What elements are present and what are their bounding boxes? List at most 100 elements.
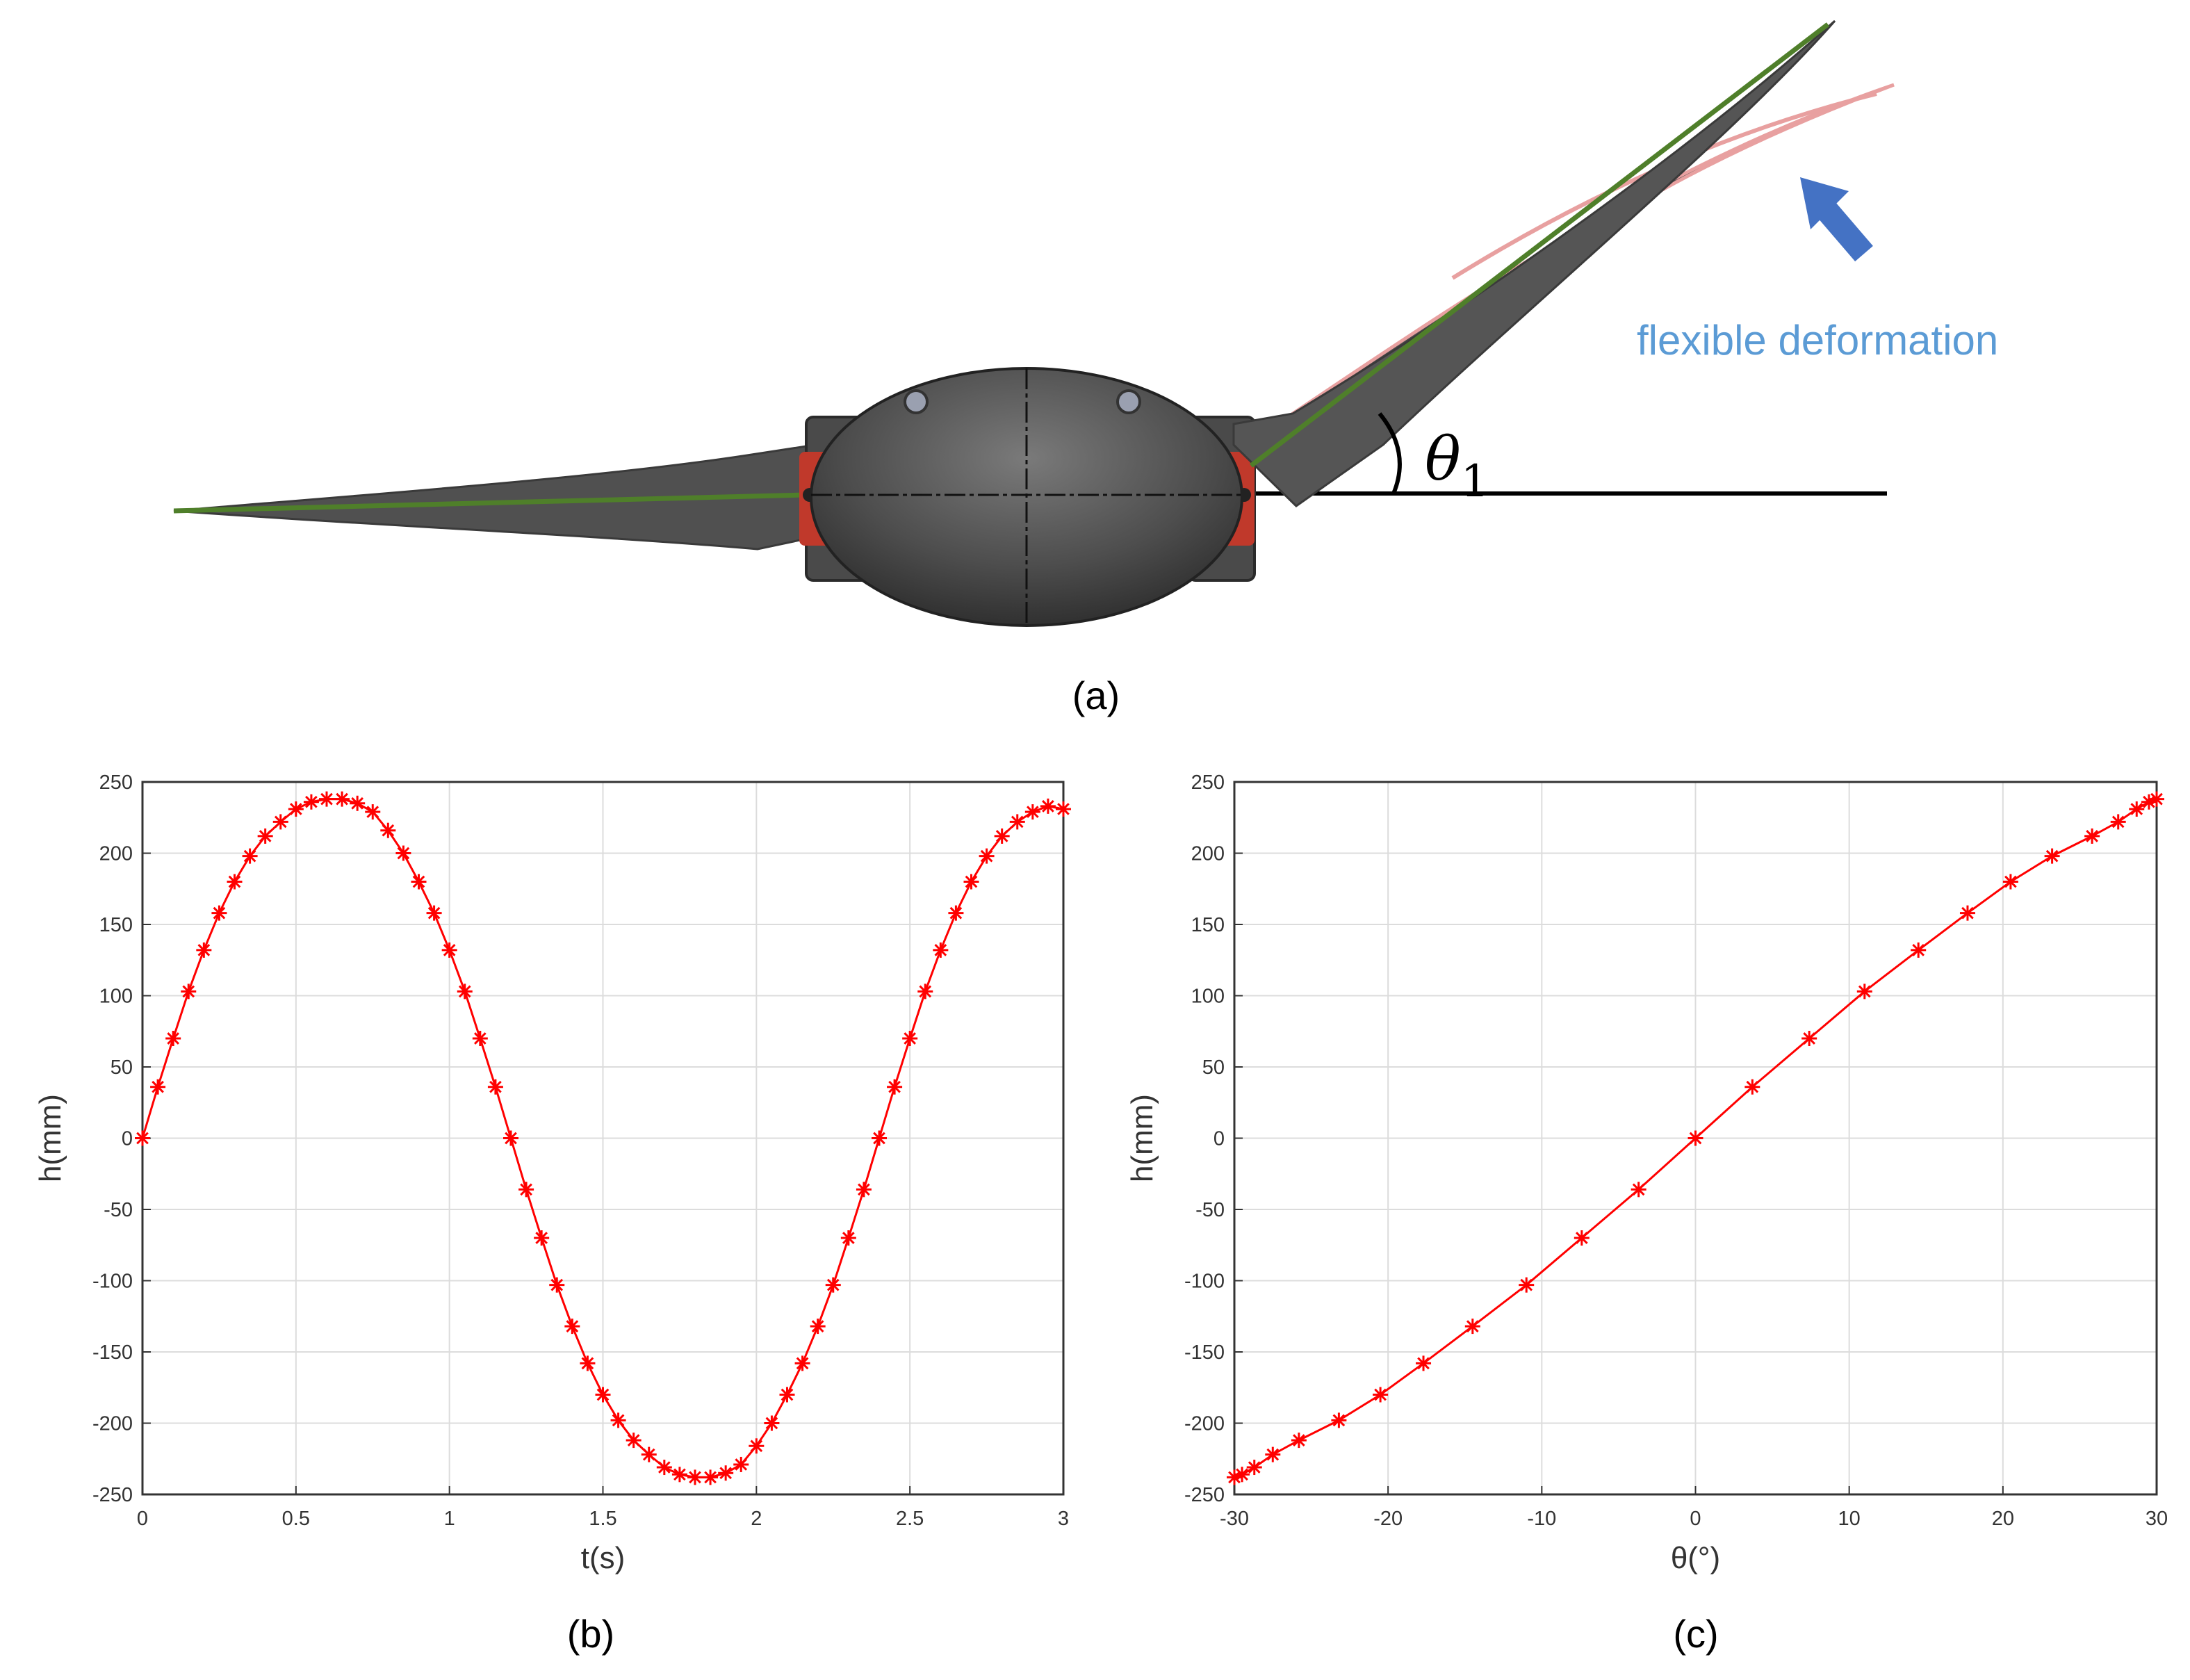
- y-tick-label: 0: [1214, 1128, 1225, 1150]
- body-screw-left: [904, 389, 929, 414]
- marker-stroke: [167, 1032, 180, 1045]
- deformation-arrow: [1800, 177, 1873, 262]
- marker-stroke: [382, 824, 395, 837]
- marker-stroke: [1746, 1080, 1759, 1093]
- x-axis-label: θ(°): [1671, 1541, 1720, 1575]
- panel-a-label: (a): [1072, 674, 1120, 717]
- data-point: [749, 1438, 765, 1454]
- marker-stroke: [750, 1440, 763, 1453]
- marker-stroke: [427, 906, 441, 920]
- data-point: [1744, 1079, 1760, 1095]
- marker-stroke: [520, 1183, 532, 1196]
- chart-c: -30 -20 -10 0 10 20 30-250-200-150-100-5005010…: [1125, 772, 2168, 1575]
- y-axis-label: h(mm): [1125, 1094, 1159, 1182]
- marker-stroke: [888, 1080, 901, 1093]
- wing-illustration: θ1 flexible deformation: [173, 19, 1998, 627]
- marker-stroke: [1374, 1388, 1387, 1401]
- marker-stroke: [320, 792, 333, 806]
- marker-stroke: [1417, 1357, 1430, 1370]
- y-tick-label: -100: [1184, 1271, 1225, 1293]
- marker-stroke: [136, 1132, 149, 1145]
- marker-stroke: [642, 1448, 655, 1461]
- x-tick-label: 0.5: [282, 1508, 310, 1530]
- chart-b: 0 0.5 1 1.5 2 2.5 3 -250 -200 -150 -100 -50 0 50 100 15…: [33, 772, 1071, 1575]
- y-tick-label: 100: [1191, 986, 1225, 1008]
- data-point: [165, 1031, 181, 1046]
- data-point: [1234, 1467, 1250, 1483]
- data-point: [319, 791, 334, 807]
- marker-stroke: [627, 1434, 640, 1446]
- data-point: [1416, 1355, 1432, 1371]
- marker-stroke: [1689, 1132, 1702, 1145]
- marker-stroke: [505, 1132, 517, 1145]
- marker-stroke: [1266, 1448, 1280, 1461]
- marker-stroke: [473, 1032, 487, 1045]
- y-tick-label: -250: [1184, 1484, 1225, 1506]
- marker-stroke: [1293, 1434, 1305, 1446]
- data-point: [257, 828, 273, 844]
- right-wing: [1232, 19, 1836, 507]
- data-point: [350, 795, 366, 811]
- y-tick-label: 200: [99, 843, 133, 865]
- data-point: [718, 1465, 734, 1481]
- data-point: [764, 1415, 780, 1431]
- marker-stroke: [443, 944, 456, 956]
- axes-frame: [1233, 781, 2158, 1496]
- marker-stroke: [781, 1388, 794, 1401]
- x-tick-label: 2: [751, 1508, 762, 1530]
- data-point: [641, 1446, 657, 1462]
- data-point: [380, 822, 396, 838]
- marker-stroke: [197, 944, 211, 956]
- data-point: [1959, 905, 1975, 921]
- y-tick-label: -100: [92, 1271, 133, 1293]
- marker-stroke: [612, 1414, 625, 1427]
- marker-stroke: [213, 906, 226, 920]
- y-tick-label: -50: [104, 1199, 133, 1221]
- marker-stroke: [1026, 806, 1039, 818]
- marker-stroke: [351, 797, 364, 810]
- data-point: [994, 828, 1010, 844]
- x-tick-label: 0: [137, 1508, 148, 1530]
- marker-stroke: [657, 1461, 671, 1474]
- marker-stroke: [274, 815, 287, 829]
- x-tick-label: 2.5: [896, 1508, 924, 1530]
- data-point: [933, 942, 949, 958]
- data-point: [703, 1469, 719, 1485]
- data-point: [610, 1412, 626, 1428]
- data-point: [963, 874, 979, 890]
- marker-stroke: [535, 1232, 548, 1244]
- marker-stroke: [1575, 1232, 1588, 1244]
- marker-stroke: [765, 1417, 778, 1430]
- right-wing-spar: [1249, 22, 1830, 468]
- angle-label: θ1: [1425, 425, 1489, 507]
- data-point: [917, 984, 933, 1000]
- marker-stroke: [259, 830, 272, 842]
- data-point: [979, 848, 995, 864]
- body-screw-right: [1116, 389, 1141, 414]
- data-point: [272, 814, 288, 830]
- data-point: [948, 905, 964, 921]
- data-point: [733, 1456, 749, 1472]
- data-point: [1056, 801, 1071, 817]
- marker-stroke: [1466, 1320, 1479, 1332]
- data-point: [503, 1130, 518, 1146]
- data-point: [595, 1387, 611, 1403]
- data-point: [487, 1079, 503, 1095]
- data-point: [1464, 1319, 1480, 1335]
- data-point: [303, 794, 319, 810]
- marker-stroke: [673, 1468, 686, 1481]
- data-point: [1856, 984, 1872, 1000]
- marker-stroke: [2086, 830, 2098, 842]
- marker-stroke: [995, 830, 1008, 842]
- marker-stroke: [1912, 944, 1925, 956]
- marker-stroke: [858, 1183, 870, 1196]
- data-point: [227, 874, 243, 890]
- data-point: [196, 942, 212, 958]
- data-point: [135, 1130, 150, 1146]
- marker-stroke: [934, 944, 947, 956]
- x-tick-label: -20: [1373, 1508, 1403, 1530]
- data-point: [242, 848, 258, 864]
- y-tick-label: 100: [99, 986, 133, 1008]
- marker-stroke: [1057, 803, 1070, 815]
